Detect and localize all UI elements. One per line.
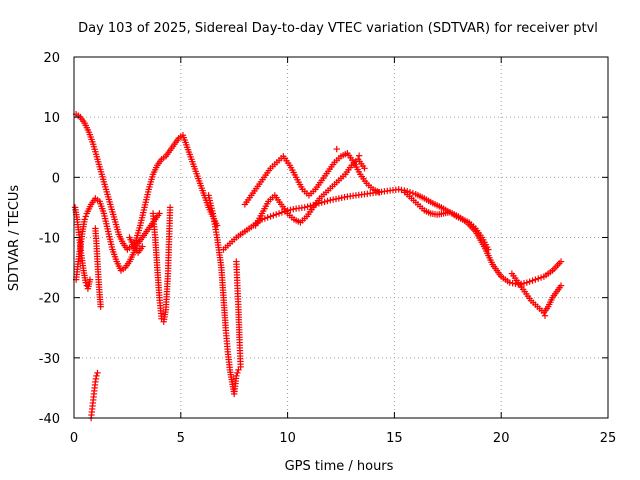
data-point xyxy=(509,280,516,287)
y-tick-label: 10 xyxy=(43,111,60,126)
data-point xyxy=(264,214,271,221)
data-point xyxy=(376,189,383,196)
x-axis-label: GPS time / hours xyxy=(285,459,394,474)
chart-title: Day 103 of 2025, Sidereal Day-to-day VTE… xyxy=(78,21,598,36)
series-track-15 xyxy=(333,145,549,319)
data-point xyxy=(541,312,549,319)
data-point xyxy=(234,369,241,377)
data-point xyxy=(290,206,297,213)
x-tick-label: 25 xyxy=(600,431,617,446)
data-point xyxy=(304,203,311,210)
x-tick-label: 5 xyxy=(177,431,185,446)
data-marks xyxy=(71,110,565,422)
data-point xyxy=(82,213,89,220)
series-track-11 xyxy=(252,156,368,229)
x-tick-label: 20 xyxy=(493,431,510,446)
data-point xyxy=(512,280,519,288)
data-point xyxy=(94,369,101,377)
data-point xyxy=(333,145,340,153)
data-point xyxy=(395,186,402,193)
data-point xyxy=(139,243,146,250)
y-tick-label: 0 xyxy=(52,171,60,186)
y-axis-label: SDTVAR / TECUs xyxy=(7,185,22,292)
data-point xyxy=(557,282,565,289)
series-track-8 xyxy=(233,258,244,371)
series-track-1 xyxy=(72,110,221,253)
series-track-4 xyxy=(87,369,101,422)
data-point xyxy=(485,246,492,253)
data-point xyxy=(270,212,277,219)
data-point xyxy=(327,196,334,204)
data-point xyxy=(324,197,331,205)
data-point xyxy=(338,194,345,201)
data-point xyxy=(97,303,104,310)
data-point xyxy=(520,280,528,287)
data-point xyxy=(341,193,348,201)
data-point xyxy=(355,152,363,159)
data-point xyxy=(273,211,280,218)
data-point xyxy=(532,276,539,283)
data-point xyxy=(86,276,94,283)
series-track-13 xyxy=(508,270,565,316)
data-point xyxy=(335,195,343,202)
grid xyxy=(74,57,608,418)
y-tick-label: -40 xyxy=(39,412,60,427)
x-tick-label: 0 xyxy=(70,431,78,446)
data-point xyxy=(156,210,163,217)
data-point xyxy=(261,215,269,222)
data-point xyxy=(233,372,240,380)
data-point xyxy=(529,277,536,284)
data-point xyxy=(321,198,328,206)
data-point xyxy=(237,363,244,371)
y-tick-label: -10 xyxy=(39,232,60,247)
data-point xyxy=(93,372,100,380)
series-track-14 xyxy=(126,234,146,256)
data-point xyxy=(82,279,89,286)
data-point xyxy=(332,195,340,203)
data-point xyxy=(398,186,405,194)
data-point xyxy=(301,204,308,211)
data-point xyxy=(523,279,531,286)
data-point xyxy=(409,189,417,197)
y-tick-label: 20 xyxy=(43,51,60,66)
data-point xyxy=(537,274,545,281)
series-track-12 xyxy=(401,189,492,253)
series-track-10 xyxy=(241,150,383,208)
data-point xyxy=(166,204,174,211)
x-tick-label: 15 xyxy=(386,431,403,446)
data-point xyxy=(329,196,337,203)
data-point xyxy=(287,206,294,214)
data-point xyxy=(526,278,533,285)
data-point xyxy=(557,258,565,265)
data-point xyxy=(535,275,542,282)
series-track-3 xyxy=(71,204,94,292)
x-tick-label: 10 xyxy=(279,431,296,446)
y-tick-label: -20 xyxy=(39,292,60,307)
series-track-7 xyxy=(205,192,242,398)
data-point xyxy=(361,165,368,172)
data-point xyxy=(267,213,274,220)
series-track-6 xyxy=(149,204,174,325)
data-point xyxy=(278,209,286,216)
y-tick-label: -30 xyxy=(39,352,60,367)
axes: 0 5 10 15 20 25 -40 -30 -20 -10 0 10 20 xyxy=(39,51,617,446)
data-point xyxy=(506,279,513,286)
data-point xyxy=(275,210,283,217)
series-track-5 xyxy=(92,225,104,310)
data-point xyxy=(318,199,325,206)
data-point xyxy=(81,216,88,223)
